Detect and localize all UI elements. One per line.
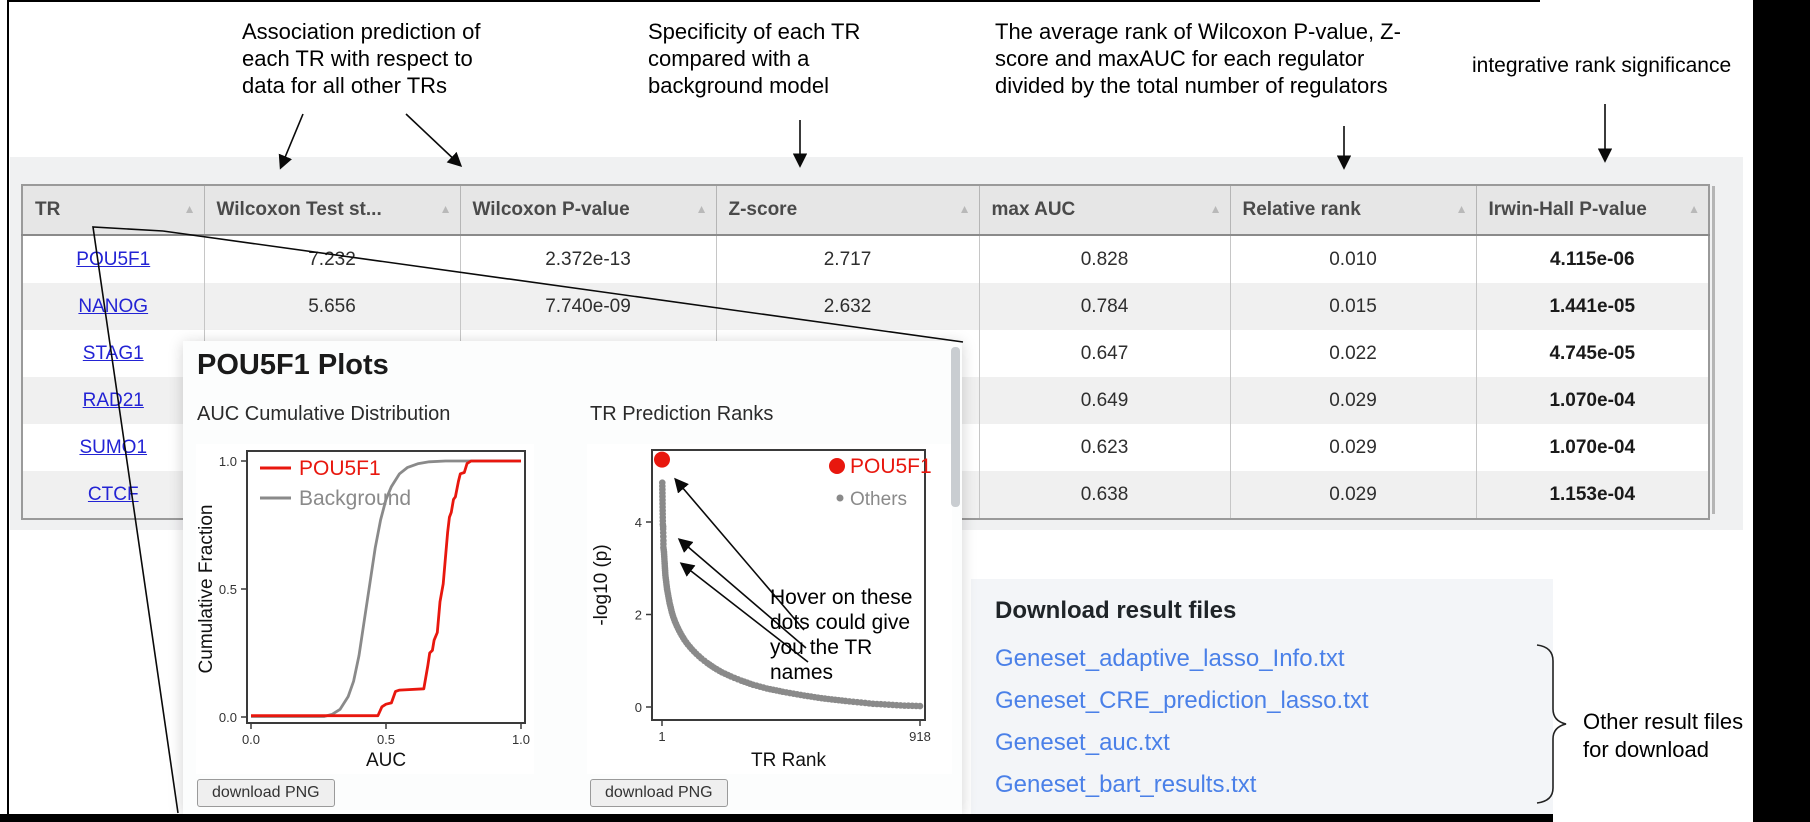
chart1-subtitle: AUC Cumulative Distribution [197,403,451,425]
annotation-hover-dots: Hover on these dots could give you the T… [770,586,913,684]
cell: 0.029 [1230,377,1477,424]
frame-bottom-border [0,814,1553,822]
tr-link-stag1[interactable]: STAG1 [82,342,144,364]
svg-text:2: 2 [635,608,642,623]
sort-arrow-icon: ▲ [1688,201,1700,216]
svg-text:-log10 (p): -log10 (p) [591,544,612,625]
cell: 4.745e-05 [1476,330,1710,377]
download-file-link-1[interactable]: Geneset_CRE_prediction_lasso.txt [995,687,1369,714]
cell: 2.372e-13 [460,235,717,283]
svg-text:POU5F1: POU5F1 [299,457,381,480]
frame-top-border [7,0,1540,2]
cell: 1.153e-04 [1476,471,1710,519]
annotation-other-files: Other result files for download [1583,709,1744,762]
column-label: Wilcoxon Test st... [216,199,382,220]
cell: 2.717 [716,235,980,283]
tr-link-nanog[interactable]: NANOG [78,295,149,317]
download-links: Geneset_adaptive_lasso_Info.txt Geneset_C… [995,645,1369,813]
svg-text:1: 1 [658,729,665,744]
svg-text:0.5: 0.5 [219,582,237,597]
cell: 0.022 [1230,330,1477,377]
popup-scrollbar[interactable] [951,347,960,507]
table-row: NANOG 5.656 7.740e-09 2.632 0.784 0.015 1.441e… [22,283,1710,330]
download-png-button-rank[interactable]: download PNG [590,779,728,807]
chart2-subtitle: TR Prediction Ranks [590,403,774,425]
download-file-link-0[interactable]: Geneset_adaptive_lasso_Info.txt [995,645,1345,672]
svg-text:0.0: 0.0 [219,710,237,725]
pou5f1-plots-popup: POU5F1 Plots AUC Cumulative Distribution… [183,341,962,814]
column-header-1[interactable]: Wilcoxon Test st... ▲ [204,185,461,236]
cell: 0.638 [979,471,1231,519]
svg-text:918: 918 [909,729,931,744]
auc-cdf-chart[interactable]: 0.0 0.5 1.0 0.0 0.5 1.0 AUC Cumulative Fraction… [196,444,534,774]
download-file-link-3[interactable]: Geneset_bart_results.txt [995,771,1257,798]
svg-text:0.0: 0.0 [242,732,260,747]
svg-text:1.0: 1.0 [512,732,530,747]
svg-text:Cumulative Fraction: Cumulative Fraction [196,505,217,674]
sort-arrow-icon: ▲ [958,201,971,216]
column-label: Wilcoxon P-value [472,199,630,220]
sort-arrow-icon: ▲ [1209,201,1222,216]
cell: 0.015 [1230,283,1477,330]
svg-text:1.0: 1.0 [219,454,237,469]
sort-arrow-icon: ▲ [695,201,708,216]
cell: 1.441e-05 [1476,283,1710,330]
cell: 0.029 [1230,471,1477,519]
cell: 7.232 [204,235,461,283]
right-black-band [1753,0,1810,822]
cell: 2.632 [716,283,980,330]
download-png-button-cdf[interactable]: download PNG [197,779,335,807]
download-results-panel: Download result files Geneset_adaptive_l… [971,579,1553,814]
cell: 0.647 [979,330,1231,377]
cell: 5.656 [204,283,461,330]
column-header-4[interactable]: max AUC ▲ [979,185,1231,236]
annotation-association: Association prediction of each TR with r… [242,19,481,98]
cell: 0.784 [979,283,1231,330]
cell: 0.010 [1230,235,1477,283]
column-label: Relative rank [1242,199,1361,220]
frame-left-border [7,0,9,814]
svg-text:0.5: 0.5 [377,732,395,747]
svg-text:TR Rank: TR Rank [751,750,826,771]
column-header-6[interactable]: Irwin-Hall P-value ▲ [1476,185,1710,236]
cell: 4.115e-06 [1476,235,1710,283]
sort-arrow-icon: ▲ [183,201,196,216]
annotation-average-rank: The average rank of Wilcoxon P-value, Z-… [995,19,1401,98]
svg-text:4: 4 [635,515,642,530]
column-label: TR [35,199,61,220]
table-scrollbar[interactable] [1712,186,1715,514]
column-label: Irwin-Hall P-value [1488,199,1647,220]
tr-link-ctcf[interactable]: CTCF [87,483,139,505]
annotation-specificity: Specificity of each TR compared with a b… [648,19,861,98]
cell: 0.623 [979,424,1231,471]
cell: 0.828 [979,235,1231,283]
cell: 7.740e-09 [460,283,717,330]
annotation-integrative: integrative rank significance [1472,54,1732,77]
table-row: POU5F1 7.232 2.372e-13 2.717 0.828 0.010 4.115… [22,235,1710,283]
sort-arrow-icon: ▲ [439,201,452,216]
svg-text:AUC: AUC [366,750,406,771]
tr-link-sumo1[interactable]: SUMO1 [79,436,148,458]
column-header-2[interactable]: Wilcoxon P-value ▲ [460,185,717,236]
cell: 0.029 [1230,424,1477,471]
tr-link-pou5f1[interactable]: POU5F1 [76,248,151,270]
download-file-link-2[interactable]: Geneset_auc.txt [995,729,1170,756]
svg-text:Background: Background [299,487,411,510]
column-header-0[interactable]: TR ▲ [22,185,205,236]
sort-arrow-icon: ▲ [1455,201,1468,216]
column-header-3[interactable]: Z-score ▲ [716,185,980,236]
download-results-heading: Download result files [995,597,1237,624]
column-label: Z-score [728,199,798,220]
column-header-5[interactable]: Relative rank ▲ [1230,185,1477,236]
popup-title: POU5F1 Plots [197,349,389,381]
cell: 0.649 [979,377,1231,424]
svg-text:Others: Others [850,489,907,510]
cell: 1.070e-04 [1476,424,1710,471]
svg-text:POU5F1: POU5F1 [850,455,932,478]
svg-text:0: 0 [635,700,642,715]
tr-link-rad21[interactable]: RAD21 [82,389,144,411]
cell: 1.070e-04 [1476,377,1710,424]
column-label: max AUC [991,199,1076,220]
